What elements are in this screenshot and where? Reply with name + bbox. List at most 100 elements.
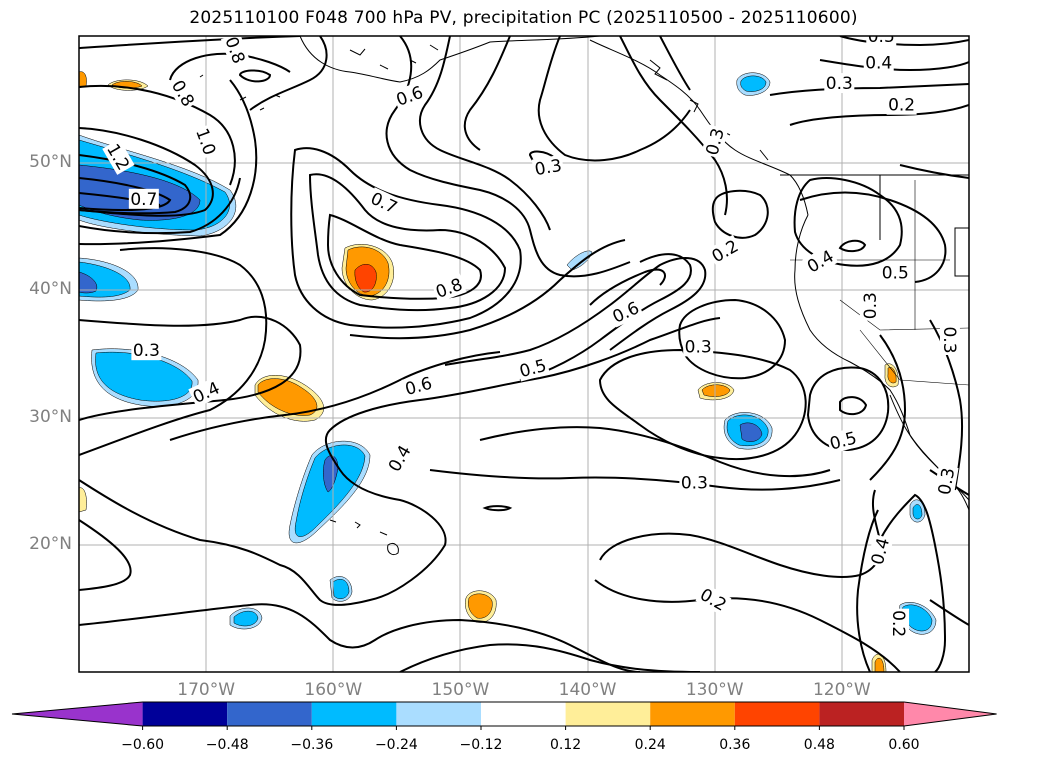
pv-contour	[838, 239, 867, 253]
lat-tick-label: 50°N	[29, 152, 72, 173]
contour-label-bg	[880, 262, 911, 283]
state-borders	[790, 180, 969, 386]
pv-contour	[839, 36, 969, 47]
pv-contour	[839, 396, 868, 416]
pv-contour	[598, 348, 807, 461]
precip-blob	[79, 271, 98, 294]
contour-label-bg	[366, 187, 402, 219]
contour-label: 0.7	[130, 190, 157, 210]
contour-label-bg	[383, 440, 416, 477]
pv-contour	[819, 59, 969, 72]
pv-contour	[385, 36, 631, 278]
contour-label: 0.3	[939, 326, 959, 353]
contour-label-bg	[188, 376, 224, 408]
pv-contour	[789, 104, 969, 126]
lon-tick-label: 140°W	[558, 680, 617, 700]
pv-contour	[711, 189, 769, 239]
colorbar-segment	[565, 702, 651, 726]
alaska-detail	[349, 44, 439, 70]
colorbar-segment	[396, 702, 481, 726]
precip-blob	[468, 593, 493, 619]
contour-label-bg	[392, 81, 428, 111]
colorbar-segment	[904, 702, 997, 726]
pv-contour	[79, 247, 268, 456]
pv-contour	[290, 147, 522, 329]
contour-label-bg	[191, 124, 221, 160]
pv-contour	[79, 519, 132, 591]
alaska-coast	[299, 36, 601, 83]
pv-contour	[79, 177, 172, 211]
precip-blob	[874, 657, 885, 672]
contour-label-bg	[863, 52, 894, 73]
colorbar-tick-label: −0.48	[205, 737, 249, 753]
contour-label-bg	[706, 234, 743, 268]
precip-blob	[233, 610, 259, 627]
bc-coast	[649, 59, 769, 161]
contour-label-bg	[866, 36, 897, 46]
pv-contour	[619, 36, 728, 216]
contour-label: 0.3	[533, 156, 563, 180]
contour-label: 0.3	[133, 341, 160, 361]
precip-blob	[332, 579, 350, 600]
map-title: 2025110100 F048 700 hPa PV, precipitatio…	[189, 8, 858, 28]
pv-contour	[659, 36, 691, 91]
contour-label-bg	[824, 73, 855, 94]
pv-contour	[899, 164, 969, 179]
precip-blob	[740, 75, 767, 92]
pv-contour	[589, 268, 666, 306]
colorbar-segment	[819, 702, 904, 726]
lat-tick-label: 30°N	[29, 406, 72, 427]
pv-contour	[482, 505, 513, 512]
lon-tick-label: 130°W	[685, 680, 744, 700]
contour-label: 0.2	[888, 610, 908, 637]
contour-label: 0.5	[882, 264, 909, 284]
contour-label-bg	[515, 354, 550, 382]
precip-blob	[887, 367, 897, 384]
pv-contour	[929, 599, 969, 626]
contour-label-bg	[102, 138, 135, 175]
precip-blob	[566, 250, 593, 271]
pv-contour	[444, 257, 707, 366]
contour-label-bg	[802, 244, 839, 278]
pv-contour	[793, 177, 903, 267]
colorbar-segment	[481, 702, 566, 726]
precip-blob	[912, 504, 923, 520]
precip-blob	[739, 422, 763, 442]
contour-label-bg	[679, 472, 710, 493]
precip-blob	[354, 264, 377, 293]
colorbar-segment	[12, 702, 143, 726]
contour-label-bg	[167, 75, 200, 112]
pv-contour	[238, 69, 272, 83]
contour-label: 0.3	[681, 473, 708, 493]
pv-contour	[79, 36, 301, 49]
pv-contour	[856, 509, 879, 672]
pv-contour	[79, 79, 258, 246]
pv-contour	[169, 351, 501, 441]
contour-label-bg	[531, 154, 565, 180]
colorbar-segment	[734, 702, 820, 726]
contour-label-bg	[220, 36, 250, 68]
pv-contour	[419, 36, 551, 231]
colorbar-tick-label: 0.12	[550, 737, 582, 753]
lon-tick-label: 160°W	[304, 680, 363, 700]
lon-tick-label: 120°W	[812, 680, 871, 700]
pv-contour	[79, 127, 214, 217]
contour-label-bg	[431, 273, 467, 303]
contour-label-bg	[886, 94, 917, 115]
colorbar-segment	[311, 702, 397, 726]
colorbar	[11, 701, 997, 730]
map-frame	[78, 35, 970, 673]
pv-contour	[79, 603, 641, 672]
precip-blob	[79, 487, 87, 513]
pv-contour	[537, 36, 691, 162]
pv-contour	[399, 643, 701, 672]
colorbar-tick-label: −0.60	[121, 737, 165, 753]
contour-label-bg	[889, 608, 910, 639]
contour-label: 0.3	[826, 74, 853, 94]
colorbar-tick-label: −0.24	[374, 737, 418, 753]
lat-tick-label: 20°N	[29, 533, 72, 554]
colorbar-segment	[227, 702, 312, 726]
pv-contour	[869, 334, 907, 481]
contour-label-bg	[866, 534, 894, 569]
